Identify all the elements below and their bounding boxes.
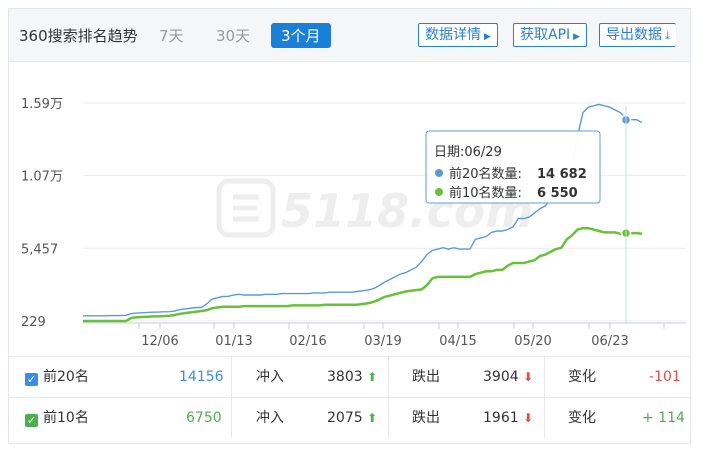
out-label: 跌出 bbox=[412, 369, 440, 385]
get-api-button[interactable]: 获取API ▶ bbox=[513, 23, 588, 47]
row-count: 6750 bbox=[186, 410, 222, 426]
export-data-button[interactable]: 导出数据 ⤓ bbox=[599, 23, 676, 47]
checkbox-checked-icon[interactable]: ✓ bbox=[25, 414, 38, 427]
x-tick-label: 05/20 bbox=[514, 334, 551, 349]
triangle-right-icon: ▶ bbox=[573, 32, 581, 42]
row-name: 前20名 bbox=[43, 369, 89, 385]
row-count: 14156 bbox=[179, 369, 224, 385]
range-3-months[interactable]: 3个月 bbox=[271, 23, 331, 48]
change-value: -101 bbox=[649, 369, 681, 385]
row-name-cell[interactable]: ✓ 前10名 bbox=[25, 398, 89, 438]
arrow-down-icon: ⬇ bbox=[523, 370, 534, 384]
arrow-down-icon: ⬇ bbox=[523, 411, 534, 425]
x-tick-label: 04/15 bbox=[439, 334, 476, 349]
rank-trend-panel: 360搜索排名趋势 7天 30天 3个月 数据详情 ▶ 获取API ▶ 导出数据 ⤓ … bbox=[8, 8, 691, 444]
tooltip-series2-value: 6 550 bbox=[537, 186, 578, 201]
arrow-up-icon: ⬆ bbox=[367, 370, 378, 384]
tooltip-series1-dot bbox=[435, 169, 443, 177]
export-data-label: 导出数据 bbox=[606, 27, 662, 43]
row-name: 前10名 bbox=[43, 410, 89, 426]
arrow-up-icon: ⬆ bbox=[367, 411, 378, 425]
y-tick-label: 229 bbox=[21, 315, 46, 330]
change-label: 变化 bbox=[568, 410, 596, 426]
in-label: 冲入 bbox=[256, 369, 284, 385]
in-label: 冲入 bbox=[256, 410, 284, 426]
x-tick-label: 06/23 bbox=[591, 334, 628, 349]
out-value-text: 1961 bbox=[483, 410, 519, 426]
download-icon: ⤓ bbox=[665, 29, 670, 42]
out-value-text: 3904 bbox=[483, 369, 519, 385]
x-axis-ticks: 12/06 01/13 02/16 03/19 04/15 05/20 06/23 bbox=[138, 323, 665, 349]
tooltip-box bbox=[425, 130, 601, 204]
y-tick-label: 1.59万 bbox=[21, 97, 63, 112]
in-value-text: 2075 bbox=[327, 410, 363, 426]
change-value: + 114 bbox=[642, 410, 685, 426]
out-value: 1961 ⬇ bbox=[483, 398, 533, 438]
out-value: 3904 ⬇ bbox=[483, 357, 533, 397]
get-api-label: 获取API bbox=[520, 27, 571, 43]
tooltip-series2-dot bbox=[435, 188, 443, 196]
tooltip-series1-label: 前20名数量: bbox=[449, 166, 522, 182]
y-axis-ticks: 1.59万 1.07万 5,457 229 bbox=[21, 97, 63, 330]
in-value-text: 3803 bbox=[327, 369, 363, 385]
x-tick-label: 03/19 bbox=[364, 334, 401, 349]
range-30-days[interactable]: 30天 bbox=[216, 27, 251, 45]
x-tick-label: 02/16 bbox=[289, 334, 326, 349]
in-value: 2075 ⬆ bbox=[327, 398, 377, 438]
table-row: ✓ 前20名 14156 冲入 3803 ⬆ 跌出 3904 ⬇ 变化 -101 bbox=[9, 356, 690, 397]
checkbox-checked-icon[interactable]: ✓ bbox=[25, 373, 38, 386]
row-name-cell[interactable]: ✓ 前20名 bbox=[25, 357, 89, 397]
tooltip-date: 日期:06/29 bbox=[434, 145, 502, 160]
out-label: 跌出 bbox=[412, 410, 440, 426]
panel-title: 360搜索排名趋势 bbox=[19, 27, 138, 45]
range-7-days[interactable]: 7天 bbox=[159, 27, 184, 45]
panel-header: 360搜索排名趋势 7天 30天 3个月 数据详情 ▶ 获取API ▶ 导出数据 ⤓ bbox=[9, 9, 690, 62]
y-tick-label: 5,457 bbox=[21, 242, 58, 257]
table-row: ✓ 前10名 6750 冲入 2075 ⬆ 跌出 1961 ⬇ 变化 + 114 bbox=[9, 397, 690, 438]
y-tick-label: 1.07万 bbox=[21, 169, 63, 184]
tooltip-series1-value: 14 682 bbox=[537, 167, 587, 182]
x-tick-label: 12/06 bbox=[141, 334, 178, 349]
change-label: 变化 bbox=[568, 369, 596, 385]
data-detail-label: 数据详情 bbox=[425, 27, 481, 43]
data-detail-button[interactable]: 数据详情 ▶ bbox=[418, 23, 498, 47]
chart-tooltip: 日期:06/29 前20名数量: 14 682 前10名数量: 6 550 bbox=[425, 106, 627, 323]
watermark-logo-icon bbox=[216, 178, 276, 238]
series-line-2 bbox=[83, 226, 643, 323]
triangle-right-icon: ▶ bbox=[484, 32, 491, 42]
x-tick-label: 01/13 bbox=[215, 334, 252, 349]
in-value: 3803 ⬆ bbox=[327, 357, 377, 397]
tooltip-series2-label: 前10名数量: bbox=[449, 185, 522, 201]
